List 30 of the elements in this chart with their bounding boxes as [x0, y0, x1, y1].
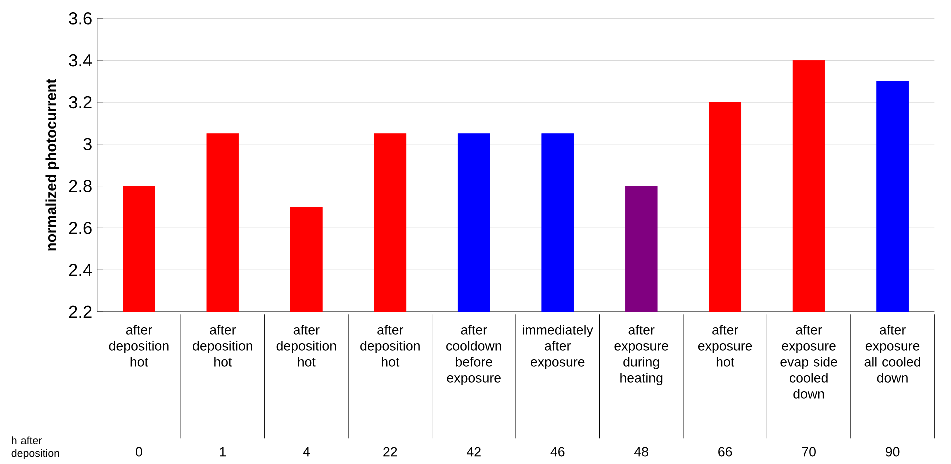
text: 4: [303, 447, 310, 457]
y-axis-title: normalized photocurrent: [46, 79, 60, 251]
text: 46: [550, 447, 565, 457]
x-tick-label: after exposure all cooled down: [864, 325, 920, 383]
text: 70: [802, 447, 816, 457]
text: 66: [718, 447, 732, 457]
text: 22: [384, 447, 398, 457]
y-tick-label: 2.4: [69, 264, 92, 276]
y-tick-label: 2.2: [69, 306, 92, 318]
x-tick-label: after exposure hot: [698, 325, 752, 367]
text: h after deposition: [12, 436, 60, 460]
x-tick-label: after deposition hot: [193, 325, 252, 367]
x-tick-label: after deposition hot: [276, 325, 336, 367]
y-tick-label: 3.2: [69, 96, 92, 109]
x-tick-label: after cooldown before exposure: [446, 325, 502, 386]
x-tick-label: after exposure evap side cooled down: [780, 325, 838, 399]
text: 0: [136, 447, 142, 457]
text: 1: [220, 447, 226, 457]
text: 90: [886, 447, 900, 457]
text: 48: [634, 447, 648, 457]
y-tick-label: 3: [84, 138, 92, 151]
y-tick-label: 3.6: [69, 12, 92, 25]
y-tick-label: 3.4: [69, 54, 92, 67]
y-tick-label: 2.6: [69, 222, 92, 234]
x-tick-label: after deposition hot: [109, 325, 169, 367]
x-tick-label: after exposure during heating: [614, 325, 668, 386]
x-tick-label: after deposition hot: [360, 325, 420, 367]
x-tick-label: immediately after exposure: [523, 325, 594, 370]
y-tick-label: 2.8: [69, 180, 92, 192]
text: 42: [467, 447, 481, 457]
